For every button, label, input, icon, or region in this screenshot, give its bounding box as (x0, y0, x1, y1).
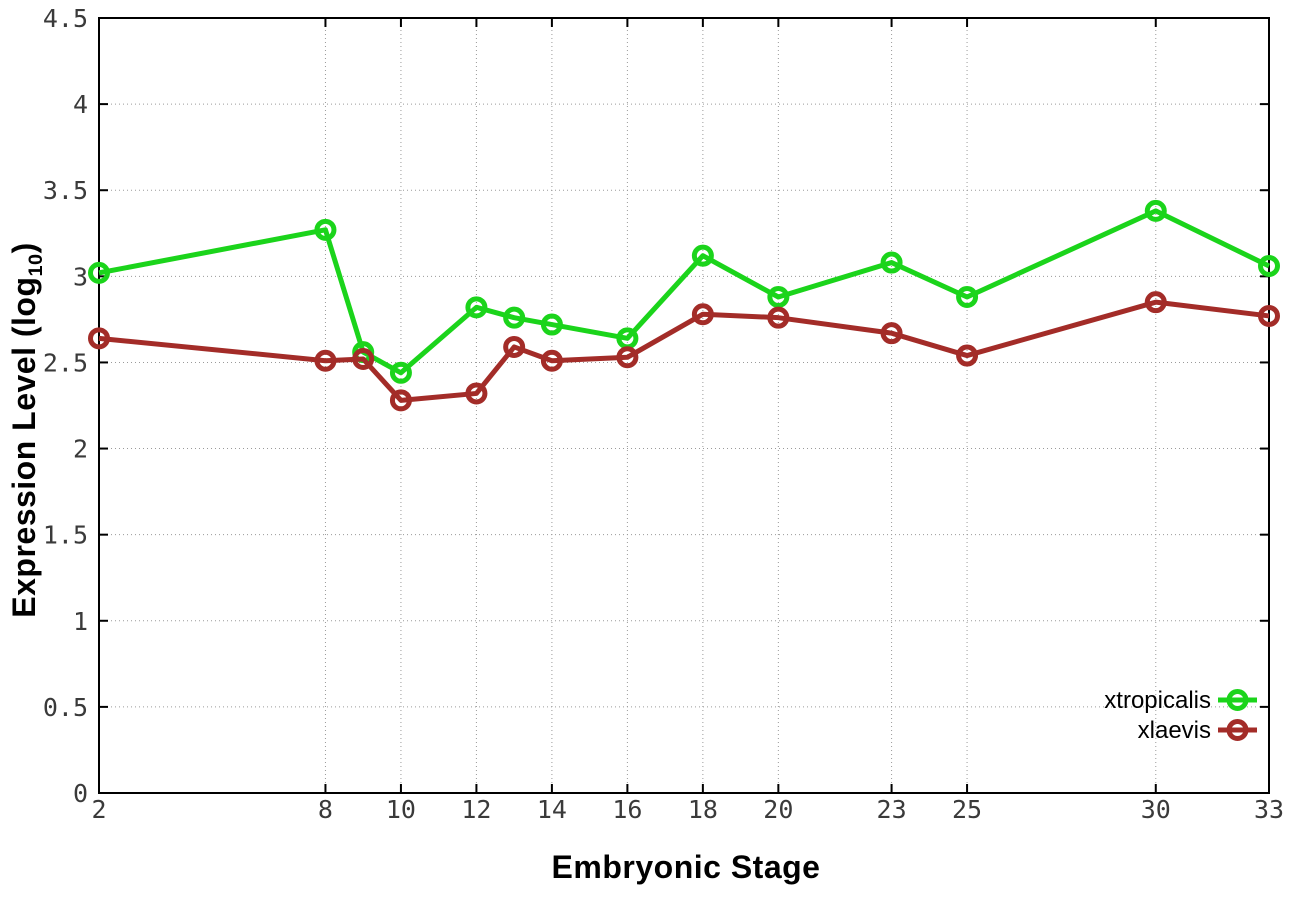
series-xtropicalis-marker-stage-23 (880, 251, 903, 274)
series-xtropicalis-marker-stage-33 (1258, 255, 1280, 277)
series-xlaevis-marker-stage-12 (465, 382, 488, 405)
x-tick-label-16: 16 (612, 795, 642, 824)
y-tick-label-4.5: 4.5 (43, 4, 88, 33)
x-tick-label-14: 14 (537, 795, 567, 824)
x-tick-label-20: 20 (763, 795, 793, 824)
series-xtropicalis-marker-stage-14 (540, 313, 563, 336)
plot-border (98, 17, 1270, 794)
x-tick-label-18: 18 (688, 795, 718, 824)
series-xtropicalis-marker-stage-18 (691, 244, 714, 267)
y-axis-title-text: Expression Level (log (5, 276, 42, 618)
y-tick-label-4: 4 (73, 90, 88, 119)
series-xlaevis-marker-stage-25 (956, 344, 979, 367)
y-tick-label-2: 2 (73, 435, 88, 464)
series-xlaevis-marker-stage-23 (880, 322, 903, 345)
legend-marker-xlaevis (1226, 719, 1249, 741)
series-xtropicalis-marker-stage-10 (389, 361, 412, 384)
y-tick-label-0.5: 0.5 (43, 693, 88, 722)
series-xlaevis-marker-stage-16 (616, 346, 639, 369)
series-xtropicalis-marker-stage-8 (314, 218, 337, 241)
y-axis-title: Expression Level (log10) (6, 242, 48, 617)
series-xtropicalis-marker-stage-25 (956, 286, 979, 308)
series-xlaevis-marker-stage-10 (389, 389, 412, 412)
series-xtropicalis-line (98, 208, 1271, 376)
series-xtropicalis-marker-stage-20 (767, 286, 790, 308)
series-xlaevis-marker-stage-13 (503, 335, 526, 358)
series-xtropicalis-marker-stage-30 (1144, 199, 1167, 222)
x-tick-label-33: 33 (1254, 795, 1284, 824)
series-xlaevis-marker-stage-9 (352, 348, 375, 370)
y-tick-label-1: 1 (73, 607, 88, 636)
series-xlaevis-marker-stage-8 (314, 349, 337, 372)
x-tick-label-2: 2 (91, 795, 106, 824)
series-xlaevis-marker-stage-14 (540, 349, 563, 372)
x-axis-title: Embryonic Stage (551, 849, 821, 885)
series-xlaevis-marker-stage-33 (1258, 304, 1280, 327)
x-tick-label-10: 10 (386, 795, 416, 824)
series-xlaevis-marker-stage-20 (767, 306, 790, 329)
series-xtropicalis-marker-stage-2 (88, 261, 110, 284)
series-xlaevis-line (98, 299, 1270, 403)
x-tick-label-25: 25 (952, 795, 982, 824)
y-tick-label-3.5: 3.5 (43, 176, 88, 205)
y-tick-label-2.5: 2.5 (43, 348, 88, 377)
y-axis-title-close: ) (5, 242, 42, 254)
series-xtropicalis-marker-stage-13 (503, 306, 526, 329)
x-tick-label-8: 8 (318, 795, 333, 824)
y-tick-label-0: 0 (73, 779, 88, 808)
series-xlaevis-marker-stage-2 (88, 327, 110, 350)
x-tick-label-23: 23 (877, 795, 907, 824)
y-tick-label-1.5: 1.5 (43, 521, 88, 550)
series-xtropicalis-marker-stage-12 (465, 296, 488, 319)
x-tick-label-12: 12 (461, 795, 491, 824)
series-xlaevis-marker-stage-18 (691, 303, 714, 326)
legend-label-xtropicalis: xtropicalis (1104, 687, 1211, 714)
x-tick-label-30: 30 (1141, 795, 1171, 824)
series-xlaevis-marker-stage-30 (1144, 291, 1167, 314)
legend-marker-xtropicalis (1226, 689, 1249, 711)
legend-label-xlaevis: xlaevis (1138, 717, 1211, 744)
y-axis-title-subscript: 10 (25, 253, 48, 277)
y-tick-label-3: 3 (73, 262, 88, 291)
